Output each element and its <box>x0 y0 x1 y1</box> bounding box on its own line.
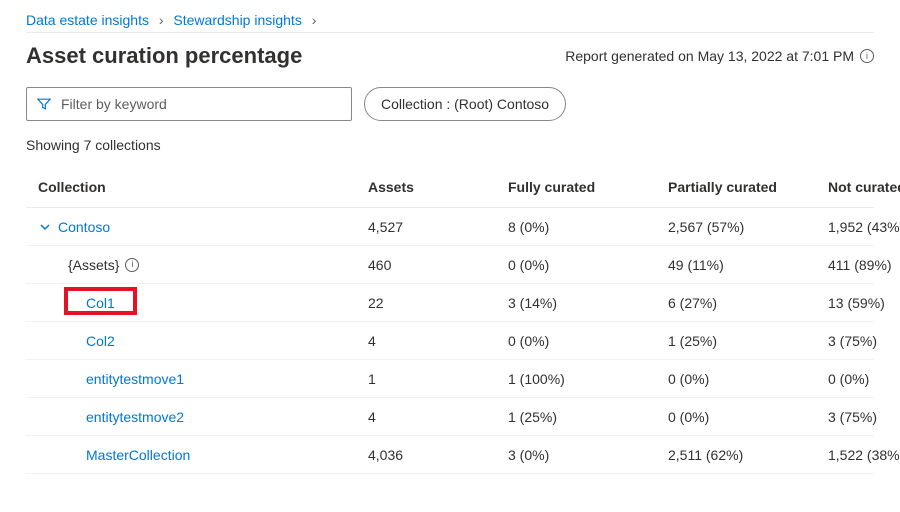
cell-not: 1,952 (43%) <box>828 219 900 235</box>
collection-name-cell: {Assets} i <box>38 257 368 273</box>
cell-assets: 4,036 <box>368 447 508 463</box>
filter-icon <box>37 97 51 111</box>
cell-partially: 49 (11%) <box>668 257 828 273</box>
table-row: Col240 (0%)1 (25%)3 (75%) <box>26 322 874 360</box>
collection-link[interactable]: Col1 <box>86 295 115 311</box>
collection-filter-chip[interactable]: Collection : (Root) Contoso <box>364 87 566 121</box>
cell-assets: 460 <box>368 257 508 273</box>
cell-not: 411 (89%) <box>828 257 900 273</box>
page-title: Asset curation percentage <box>26 43 302 69</box>
collection-name-cell: entitytestmove1 <box>38 371 368 387</box>
chevron-down-icon[interactable] <box>38 221 52 233</box>
collection-link[interactable]: entitytestmove2 <box>86 409 184 425</box>
table-row: {Assets}i4600 (0%)49 (11%)411 (89%) <box>26 246 874 284</box>
filter-keyword-input[interactable] <box>59 95 341 113</box>
breadcrumb-item-2[interactable]: Stewardship insights <box>173 12 301 28</box>
col-header-assets[interactable]: Assets <box>368 179 508 195</box>
cell-assets: 1 <box>368 371 508 387</box>
showing-count: Showing 7 collections <box>26 137 874 153</box>
cell-fully: 3 (0%) <box>508 447 668 463</box>
cell-partially: 0 (0%) <box>668 409 828 425</box>
breadcrumb-item-1[interactable]: Data estate insights <box>26 12 149 28</box>
collection-name-cell: Col2 <box>38 333 368 349</box>
cell-fully: 1 (100%) <box>508 371 668 387</box>
cell-fully: 0 (0%) <box>508 257 668 273</box>
cell-not: 13 (59%) <box>828 295 900 311</box>
col-header-collection[interactable]: Collection <box>38 179 368 195</box>
info-icon[interactable]: i <box>860 49 874 63</box>
collection-name-cell: entitytestmove2 <box>38 409 368 425</box>
report-generated-text: Report generated on May 13, 2022 at 7:01… <box>565 48 874 64</box>
cell-partially: 2,511 (62%) <box>668 447 828 463</box>
cell-partially: 6 (27%) <box>668 295 828 311</box>
page-header: Asset curation percentage Report generat… <box>26 32 874 69</box>
cell-fully: 0 (0%) <box>508 333 668 349</box>
cell-partially: 2,567 (57%) <box>668 219 828 235</box>
cell-assets: 4 <box>368 333 508 349</box>
cell-fully: 8 (0%) <box>508 219 668 235</box>
info-icon[interactable]: i <box>125 258 139 272</box>
collection-link[interactable]: entitytestmove1 <box>86 371 184 387</box>
collection-label: {Assets} <box>68 257 119 273</box>
filter-keyword-box[interactable] <box>26 87 352 121</box>
table-header-row: Collection Assets Fully curated Partiall… <box>26 169 874 208</box>
collection-name-cell: Col1 <box>38 295 368 311</box>
toolbar: Collection : (Root) Contoso <box>26 87 874 121</box>
collection-name-cell: Contoso <box>38 219 368 235</box>
col-header-not[interactable]: Not curated <box>828 179 900 195</box>
cell-partially: 0 (0%) <box>668 371 828 387</box>
collections-table: Collection Assets Fully curated Partiall… <box>26 169 874 474</box>
cell-not: 3 (75%) <box>828 333 900 349</box>
table-row: entitytestmove111 (100%)0 (0%)0 (0%) <box>26 360 874 398</box>
breadcrumb: Data estate insights › Stewardship insig… <box>26 12 874 28</box>
col-header-fully[interactable]: Fully curated <box>508 179 668 195</box>
collection-link[interactable]: Col2 <box>86 333 115 349</box>
collection-name-cell: MasterCollection <box>38 447 368 463</box>
collection-link[interactable]: MasterCollection <box>86 447 190 463</box>
cell-not: 0 (0%) <box>828 371 900 387</box>
table-row: Col1223 (14%)6 (27%)13 (59%) <box>26 284 874 322</box>
cell-fully: 3 (14%) <box>508 295 668 311</box>
cell-assets: 4 <box>368 409 508 425</box>
col-header-partially[interactable]: Partially curated <box>668 179 828 195</box>
cell-assets: 4,527 <box>368 219 508 235</box>
cell-partially: 1 (25%) <box>668 333 828 349</box>
cell-not: 3 (75%) <box>828 409 900 425</box>
cell-not: 1,522 (38%) <box>828 447 900 463</box>
collection-link[interactable]: Contoso <box>58 219 110 235</box>
cell-fully: 1 (25%) <box>508 409 668 425</box>
table-row: MasterCollection4,0363 (0%)2,511 (62%)1,… <box>26 436 874 474</box>
chevron-right-icon: › <box>312 12 317 28</box>
report-generated-label: Report generated on May 13, 2022 at 7:01… <box>565 48 854 64</box>
table-row: entitytestmove241 (25%)0 (0%)3 (75%) <box>26 398 874 436</box>
cell-assets: 22 <box>368 295 508 311</box>
chevron-right-icon: › <box>159 12 164 28</box>
table-row: Contoso4,5278 (0%)2,567 (57%)1,952 (43%) <box>26 208 874 246</box>
